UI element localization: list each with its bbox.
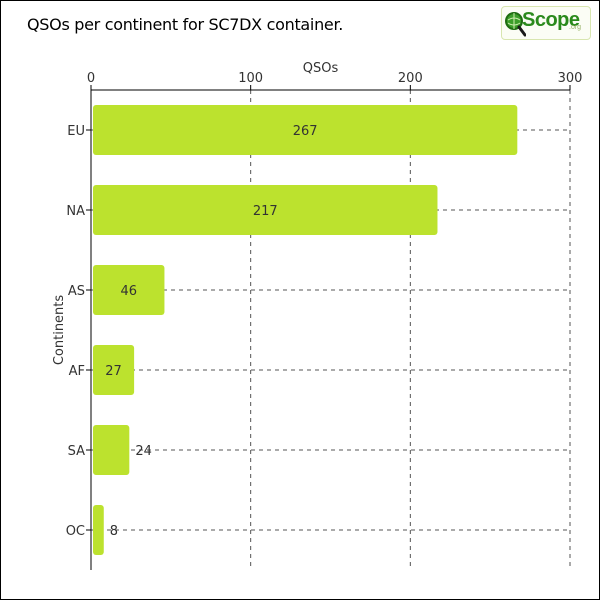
- data-label-oc: 8: [110, 524, 118, 539]
- logo-wordmark: Scope: [522, 9, 580, 31]
- bar-af: [93, 345, 135, 395]
- x-tick-label: 200: [398, 71, 423, 86]
- y-tick-label: SA: [68, 444, 85, 459]
- data-label-na: 217: [253, 204, 278, 219]
- data-label-as: 46: [120, 284, 137, 299]
- bar-oc: [93, 505, 104, 555]
- y-tick-label: EU: [67, 124, 85, 139]
- data-label-af: 27: [105, 364, 122, 379]
- y-tick-label: OC: [66, 524, 85, 539]
- y-tick-label: AS: [68, 284, 85, 299]
- x-tick-label: 300: [558, 71, 583, 86]
- bar-as: [93, 265, 165, 315]
- y-axis-title: Continents: [52, 295, 67, 366]
- x-tick-label: 0: [87, 71, 95, 86]
- logo-suffix: .org: [569, 24, 582, 31]
- data-label-sa: 24: [135, 444, 152, 459]
- x-tick-label: 100: [238, 71, 263, 86]
- data-label-eu: 267: [293, 124, 318, 139]
- bar-sa: [93, 425, 130, 475]
- bar-na: [93, 185, 438, 235]
- scope-logo[interactable]: Scope .org: [501, 6, 591, 40]
- y-tick-label: AF: [69, 364, 85, 379]
- bar-eu: [93, 105, 518, 155]
- y-tick-label: NA: [66, 204, 85, 219]
- chart-title: QSOs per continent for SC7DX container.: [27, 15, 344, 34]
- magnifier-globe-icon: [505, 12, 526, 37]
- x-axis-title: QSOs: [303, 61, 339, 76]
